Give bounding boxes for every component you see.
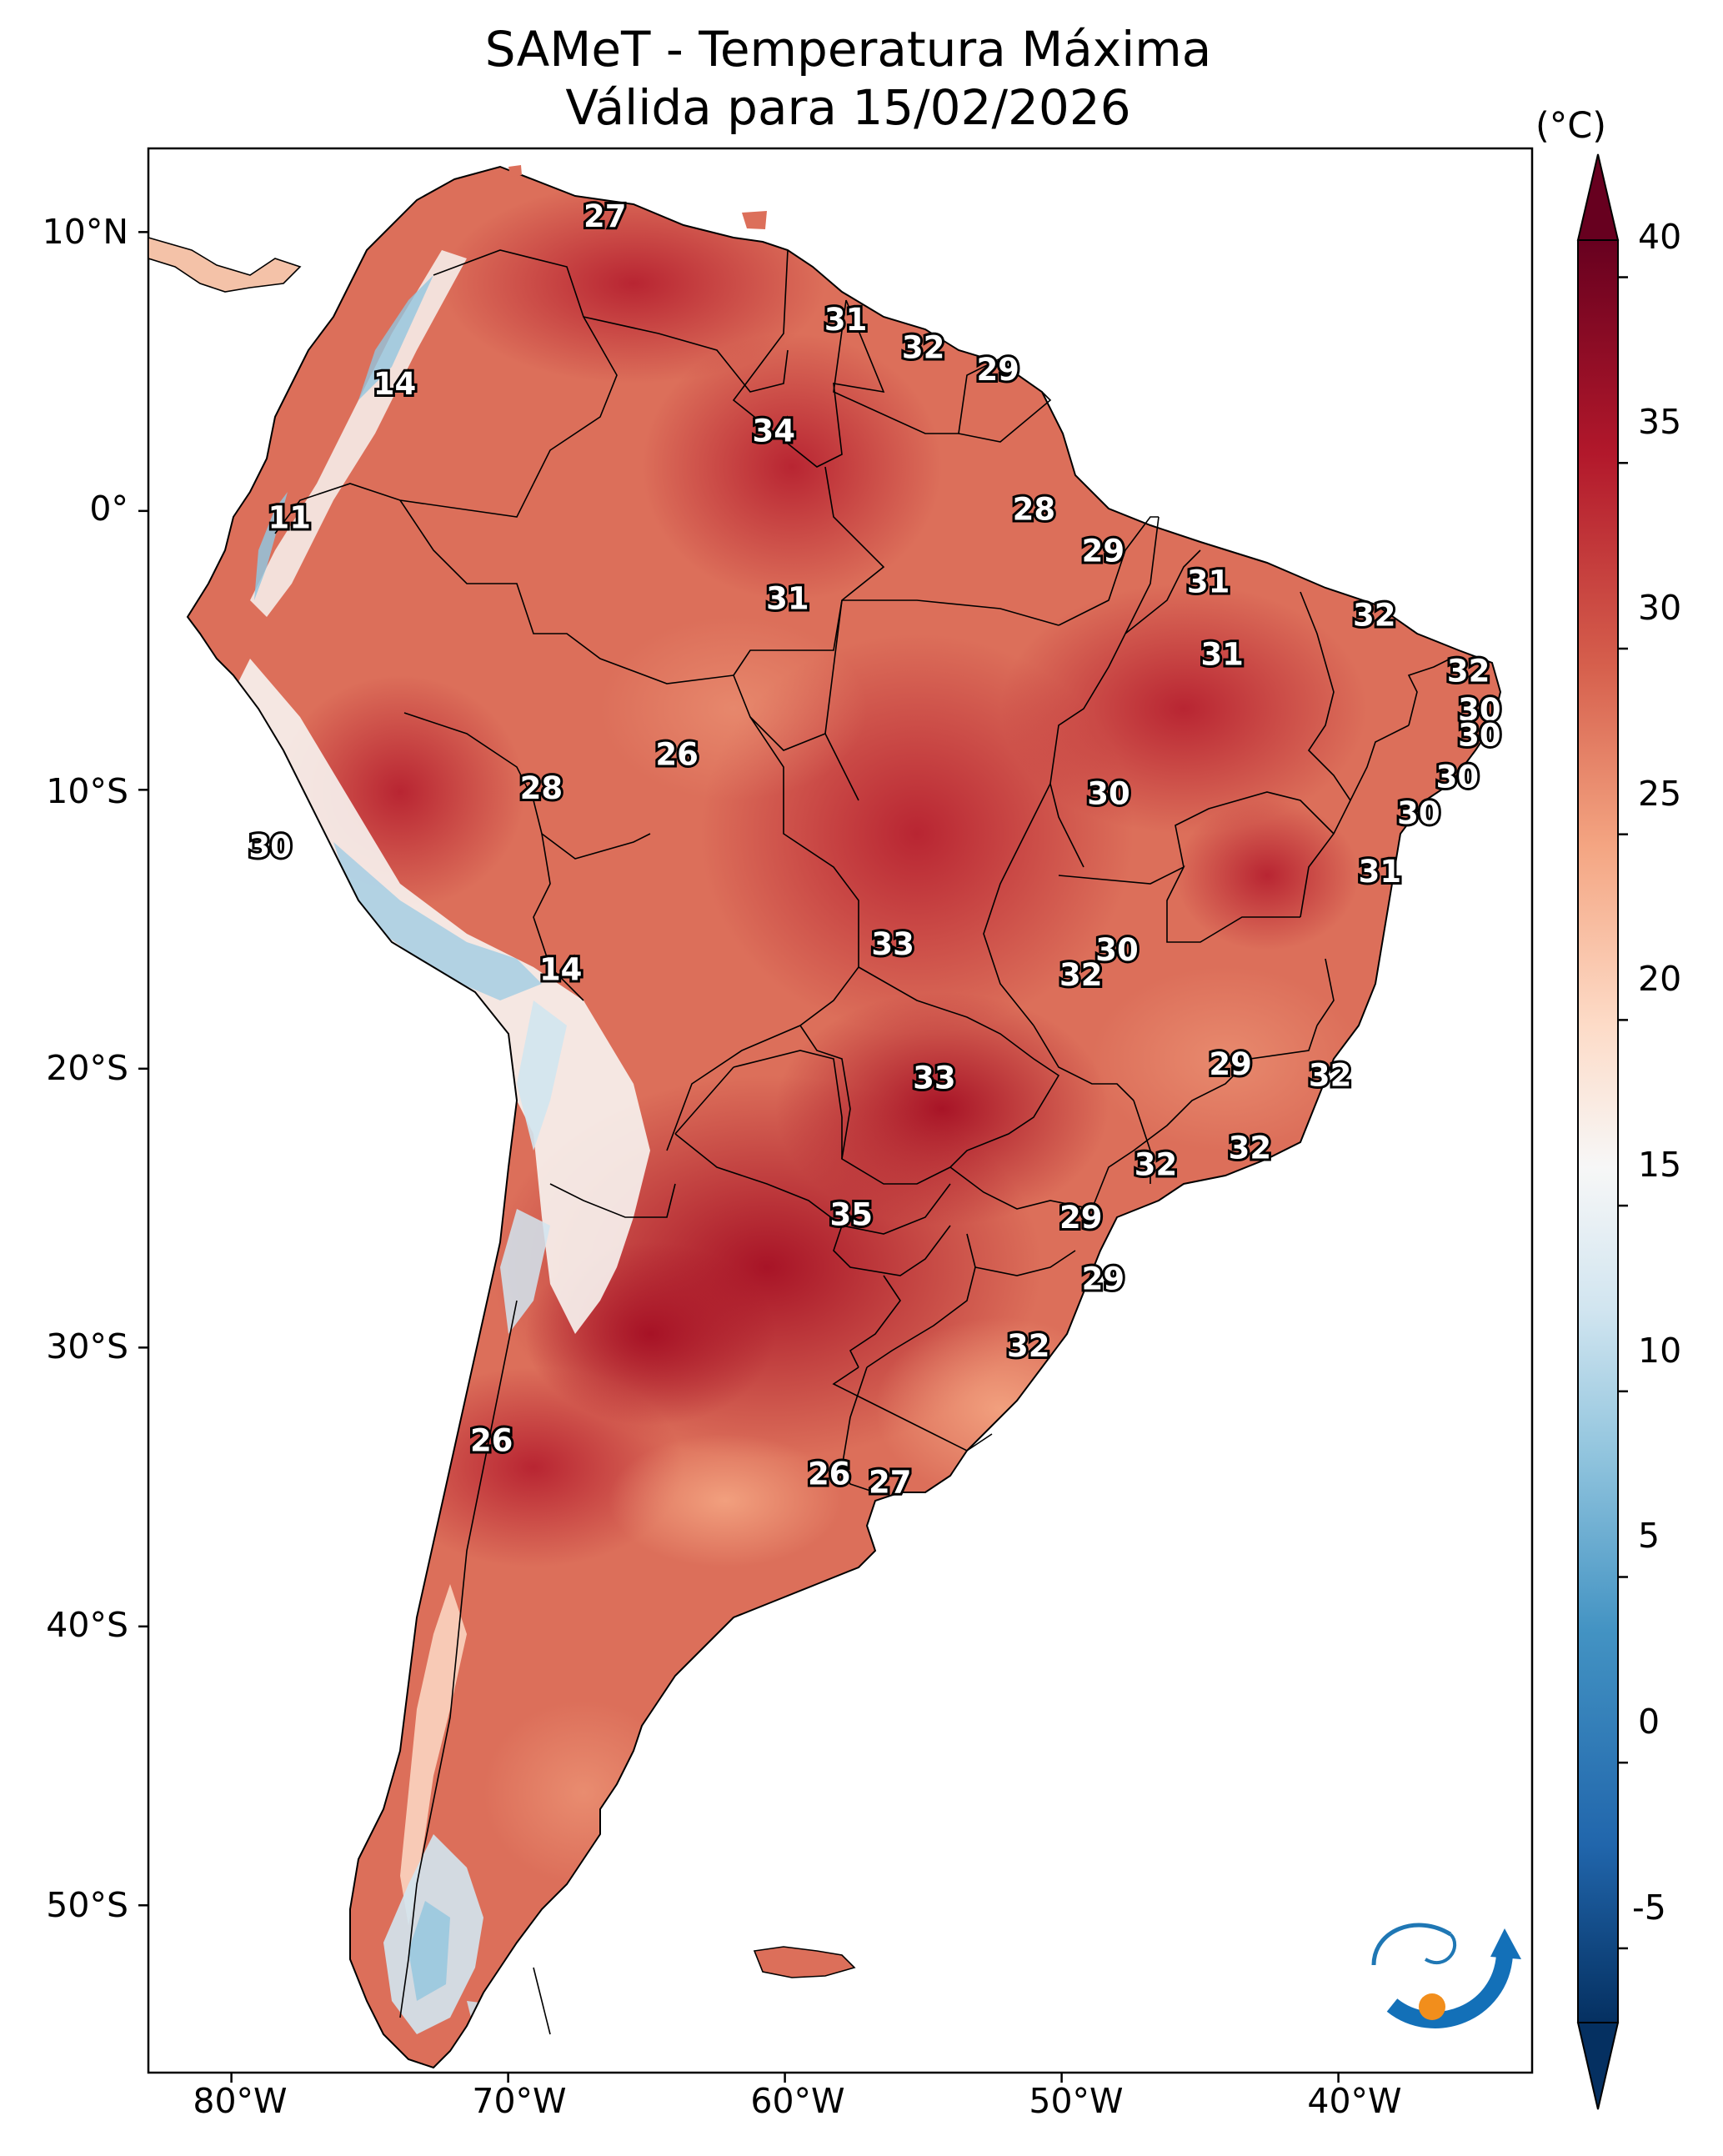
station-label: 30 xyxy=(1458,717,1501,753)
lon-label-70w: 70°W xyxy=(472,2081,567,2121)
station-label: 33 xyxy=(871,926,914,962)
station-label: 28 xyxy=(1013,491,1056,527)
station-label: 11 xyxy=(268,499,312,535)
station-label: 32 xyxy=(1309,1057,1352,1093)
inpe-logo xyxy=(1371,1923,1521,2028)
aruba-island xyxy=(508,165,522,177)
station-label: 29 xyxy=(1082,1261,1125,1297)
station-label: 27 xyxy=(869,1465,912,1501)
colorbar-tick-35: 35 xyxy=(1638,402,1682,442)
lat-label-30s: 30°S xyxy=(46,1326,128,1366)
station-label: 29 xyxy=(1209,1046,1252,1082)
station-label: 30 xyxy=(1087,776,1130,812)
station-label: 32 xyxy=(902,329,945,365)
station-label: 31 xyxy=(1200,636,1244,672)
trinidad-island xyxy=(742,211,767,229)
station-label: 31 xyxy=(766,580,809,616)
station-label: 35 xyxy=(830,1197,874,1233)
colorbar-tick-10: 10 xyxy=(1638,1331,1682,1371)
station-label: 32 xyxy=(1229,1130,1272,1166)
colorbar-tick-30: 30 xyxy=(1638,588,1682,628)
colorbar-max-arrow xyxy=(1576,153,1620,241)
station-label: 32 xyxy=(1059,957,1103,993)
colorbar-min-arrow xyxy=(1576,2022,1620,2110)
colorbar-tick-15: 15 xyxy=(1638,1145,1682,1185)
colorbar-tick-0: 0 xyxy=(1638,1702,1660,1742)
station-label: 29 xyxy=(1082,534,1125,569)
axis-ticks xyxy=(138,231,1340,2083)
central-america xyxy=(148,236,302,293)
station-label: 26 xyxy=(655,737,699,773)
lon-label-60w: 60°W xyxy=(750,2081,845,2121)
station-label: 27 xyxy=(584,198,627,234)
station-label: 33 xyxy=(913,1060,956,1096)
station-label: 31 xyxy=(824,302,868,338)
lat-label-40s: 40°S xyxy=(46,1605,128,1645)
station-label: 29 xyxy=(976,352,1019,388)
station-label: 30 xyxy=(1095,932,1139,968)
lat-label-0: 0° xyxy=(89,489,128,529)
station-label: 32 xyxy=(1134,1146,1178,1182)
lon-label-80w: 80°W xyxy=(193,2081,288,2121)
falkland-islands xyxy=(753,1946,856,1978)
station-label: 32 xyxy=(1447,653,1490,689)
station-label: 28 xyxy=(520,770,563,806)
lat-label-20s: 20°S xyxy=(46,1048,128,1088)
colorbar-unit: (°C) xyxy=(1535,105,1607,147)
colorbar xyxy=(1576,153,1628,2110)
map-subtitle: Válida para 15/02/2026 xyxy=(565,79,1131,136)
station-label: 31 xyxy=(1187,564,1230,599)
station-label: 31 xyxy=(1359,854,1402,890)
colorbar-tick-minus-5: -5 xyxy=(1632,1888,1666,1928)
country-borders xyxy=(274,249,1451,2035)
colorbar-tick-40: 40 xyxy=(1638,217,1682,257)
station-label: 30 xyxy=(1436,760,1480,795)
station-label: 26 xyxy=(470,1423,513,1459)
station-label: 32 xyxy=(1007,1328,1050,1364)
colorbar-tick-25: 25 xyxy=(1638,774,1682,814)
station-label: 32 xyxy=(1353,597,1396,633)
station-label: 14 xyxy=(539,951,583,987)
colorbar-tick-5: 5 xyxy=(1638,1516,1660,1556)
lat-label-50s: 50°S xyxy=(46,1885,128,1925)
lat-label-10n: 10°N xyxy=(42,212,128,252)
station-label: 30 xyxy=(1458,692,1501,728)
station-label: 14 xyxy=(373,366,417,402)
station-label: 30 xyxy=(248,829,292,865)
lat-label-10s: 10°S xyxy=(46,771,128,811)
station-label: 30 xyxy=(1397,795,1440,831)
lon-label-50w: 50°W xyxy=(1029,2081,1124,2121)
station-label: 26 xyxy=(808,1457,851,1492)
station-label: 34 xyxy=(753,414,796,449)
map-title: SAMeT - Temperatura Máxima xyxy=(484,21,1212,78)
station-label: 29 xyxy=(1059,1200,1103,1236)
colorbar-scale xyxy=(1577,239,1619,2023)
colorbar-tick-20: 20 xyxy=(1638,959,1682,999)
lon-label-40w: 40°W xyxy=(1307,2081,1402,2121)
